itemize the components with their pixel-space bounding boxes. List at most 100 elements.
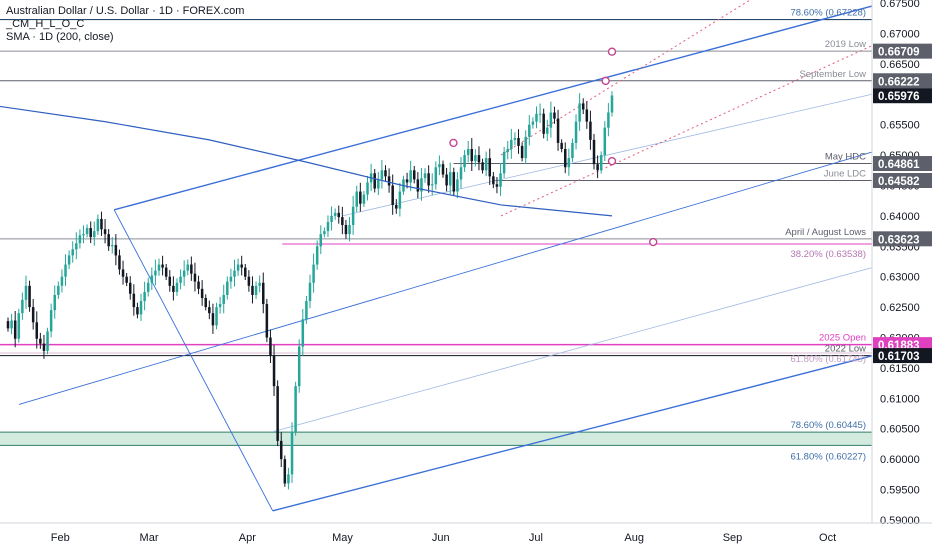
level-label-7: 2025 Open [819, 333, 866, 344]
candle-body-59 [218, 304, 222, 308]
candle-body-138 [502, 152, 506, 174]
time-tick-1: Mar [140, 532, 159, 544]
candle-body-24 [93, 231, 96, 238]
candle-body-115 [420, 178, 423, 192]
candle-body-17 [67, 255, 71, 265]
time-tick-6: Aug [624, 532, 644, 544]
candle-body-149 [542, 113, 545, 134]
channel-median-line [18, 151, 873, 405]
candle-body-65 [240, 264, 243, 268]
candle-body-145 [528, 124, 531, 137]
candle-body-35 [132, 293, 136, 308]
price-tick-7: 0.64000 [880, 211, 920, 223]
candle-body-135 [492, 176, 495, 185]
candle-body-11 [46, 331, 49, 351]
candle-body-155 [563, 148, 567, 168]
price-tick-4: 0.65500 [880, 120, 920, 132]
candle-body-123 [448, 172, 452, 186]
candle-body-41 [154, 270, 157, 276]
time-tick-2: Apr [239, 532, 256, 544]
candle-body-21 [82, 234, 85, 236]
candle-body-143 [520, 145, 524, 159]
channel-upper-line [113, 5, 873, 211]
channel-lower-line [272, 355, 873, 512]
channel-inner-line [272, 267, 873, 433]
candle-body-152 [553, 112, 556, 119]
candle-body-9 [39, 338, 42, 344]
candle-body-95 [348, 225, 351, 235]
candle-body-18 [71, 249, 74, 256]
markers-layer [449, 47, 658, 247]
candle-body-136 [495, 184, 499, 187]
candle-body-129 [470, 148, 474, 162]
price-badge-5 [873, 231, 932, 247]
candle-body-106 [387, 176, 391, 186]
time-tick-4: Jun [432, 532, 450, 544]
candle-body-142 [517, 138, 520, 146]
candle-body-45 [168, 276, 172, 286]
price-axis: 0.675000.670000.665000.660000.655000.650… [871, 0, 932, 550]
price-badge-3 [873, 156, 932, 172]
price-tick-0: 0.67500 [880, 0, 920, 10]
candle-body-58 [215, 307, 218, 326]
level-labels-layer: 78.60% (0.67228) 2019 Low September Low May… [785, 8, 866, 463]
candle-body-26 [100, 218, 103, 230]
candle-body-44 [164, 267, 168, 277]
candle-body-158 [574, 121, 578, 143]
candle-body-99 [362, 194, 366, 204]
price-badge-text-1: 0.66222 [878, 76, 920, 88]
candle-body-112 [409, 170, 412, 183]
touch-marker-3 [607, 156, 617, 166]
candle-body-156 [567, 158, 571, 168]
candle-body-57 [211, 313, 215, 326]
level-label-6: 38.20% (0.63538) [790, 249, 866, 260]
candle-body-139 [506, 148, 509, 153]
price-tick-12: 0.61500 [880, 363, 920, 375]
candle-body-148 [538, 113, 542, 115]
candle-body-64 [236, 264, 240, 271]
candle-body-90 [330, 215, 333, 222]
candle-body-16 [64, 264, 67, 277]
decline-leg-line [113, 209, 274, 512]
candle-body-132 [481, 162, 484, 171]
candle-body-165 [599, 155, 603, 171]
candle-body-49 [182, 270, 186, 277]
level-label-11: 61.80% (0.60227) [790, 451, 866, 462]
candle-body-77 [283, 459, 287, 484]
candle-body-161 [585, 109, 589, 122]
touch-marker-4 [649, 237, 658, 247]
candle-body-29 [111, 245, 114, 247]
price-tick-2: 0.66500 [880, 59, 920, 71]
candle-body-15 [60, 276, 64, 286]
candle-body-88 [323, 231, 326, 235]
demand-zone-layer [0, 432, 872, 446]
candle-body-68 [251, 285, 254, 295]
candle-body-73 [269, 337, 272, 356]
candle-body-130 [474, 155, 477, 162]
sma-layer [0, 105, 613, 217]
candle-body-53 [197, 281, 200, 289]
level-label-4: June LDC [824, 168, 866, 179]
candle-body-50 [186, 264, 190, 271]
candle-body-52 [193, 273, 197, 282]
time-tick-3: May [332, 532, 353, 544]
candle-body-10 [42, 343, 46, 351]
candle-body-92 [337, 212, 341, 218]
price-badge-1 [873, 73, 932, 89]
price-badge-text-3: 0.64861 [878, 159, 920, 171]
indicator-ohlc-label: _CM_H_L_O_C [6, 18, 85, 30]
horizontal-levels-layer [0, 18, 872, 446]
candle-body-166 [603, 127, 607, 156]
price-tick-10: 0.62500 [880, 302, 920, 314]
candle-body-100 [366, 182, 369, 195]
candle-body-108 [395, 204, 398, 209]
indicator-sma-label: SMA · 1D (200, close) [6, 31, 114, 43]
candle-body-150 [546, 127, 549, 134]
price-badge-text-4: 0.64582 [878, 176, 920, 188]
candle-body-6 [28, 285, 31, 308]
candle-body-97 [355, 191, 358, 207]
candle-body-74 [272, 355, 276, 387]
fib-zone-band [0, 432, 872, 446]
candle-body-60 [222, 294, 225, 305]
